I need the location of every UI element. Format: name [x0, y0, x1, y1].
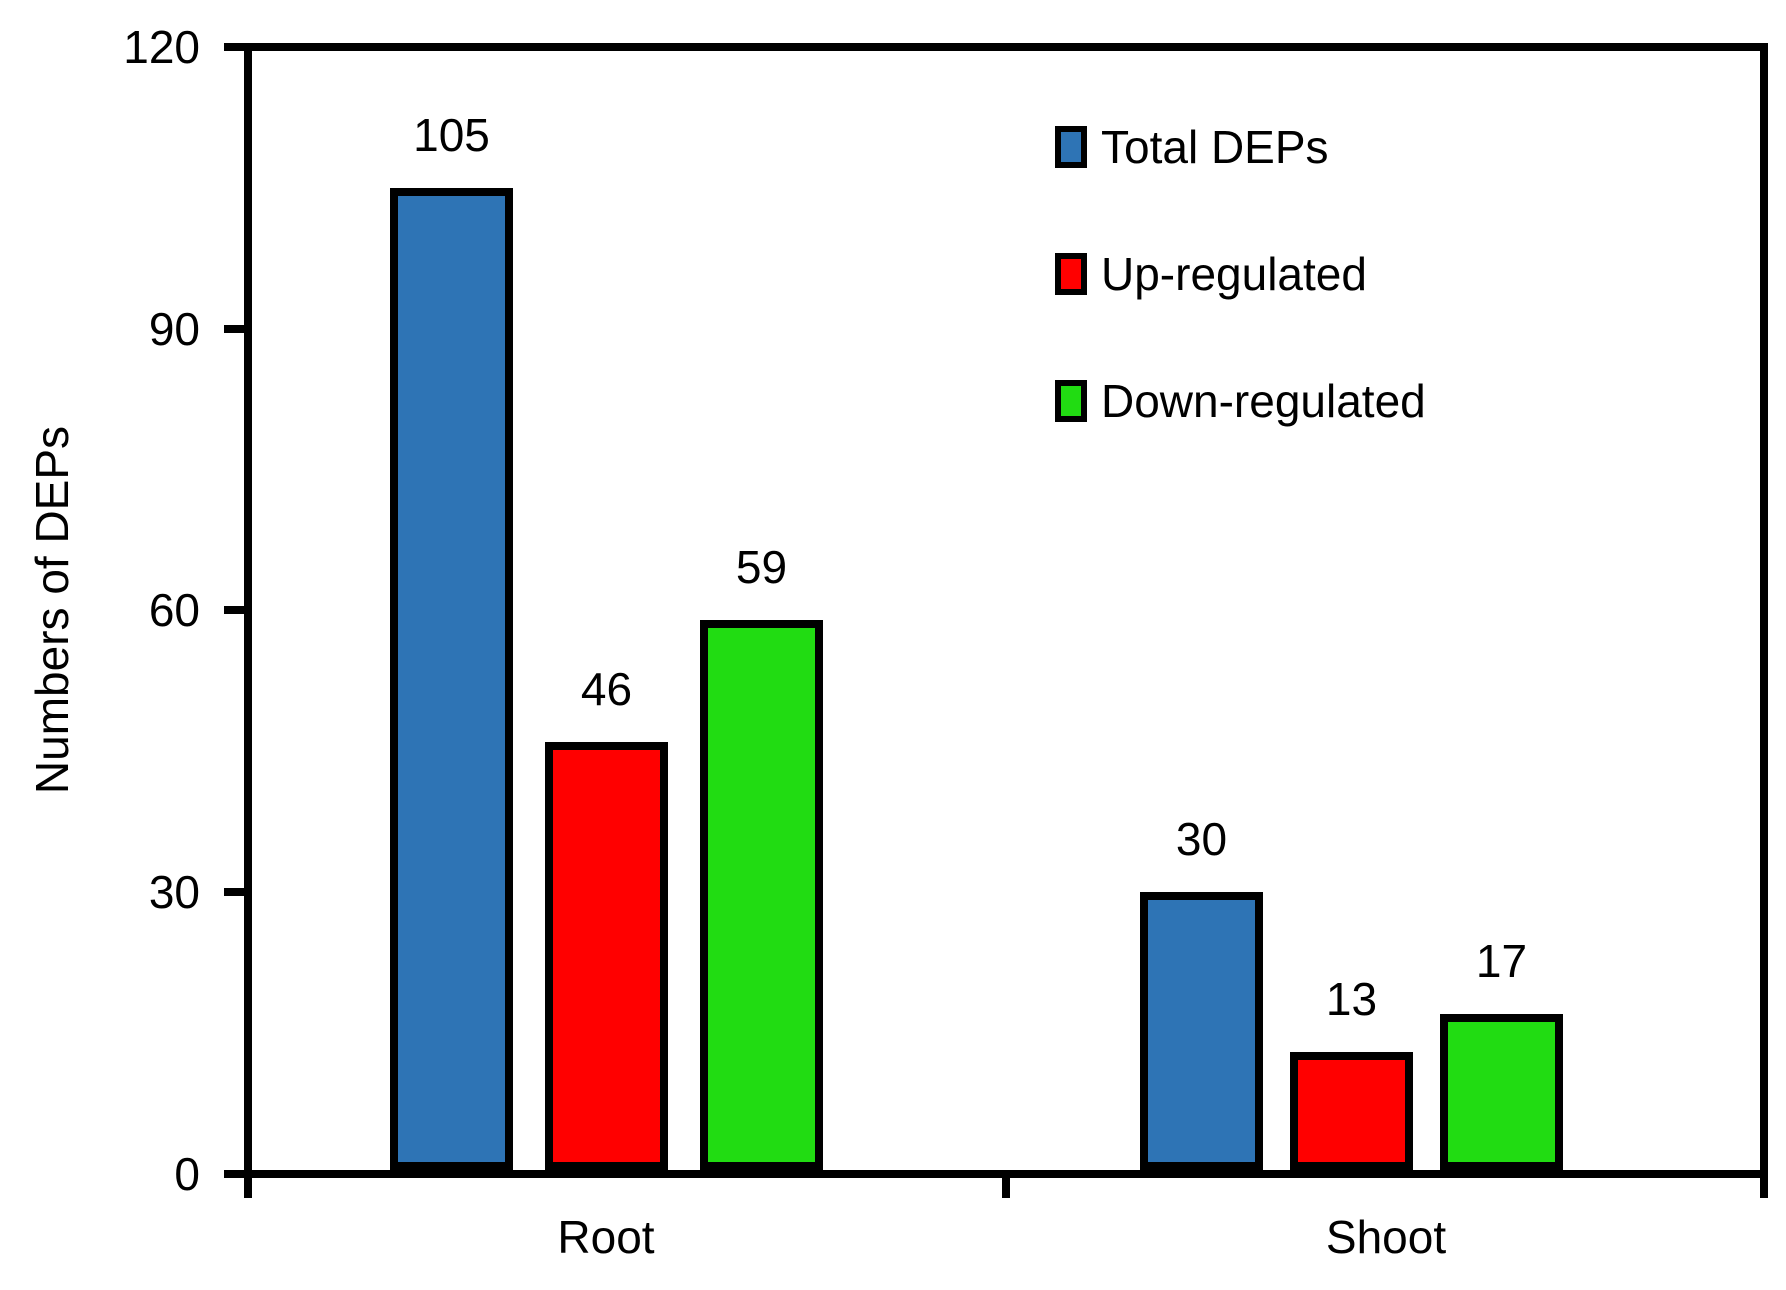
y-tick-30 — [224, 888, 244, 896]
legend-item-down-regulated: Down-regulated — [1055, 375, 1426, 427]
bar-value-label-shoot-total-deps: 30 — [1175, 813, 1228, 865]
category-label-shoot: Shoot — [1325, 1211, 1447, 1263]
bar-shoot-up-regulated — [1290, 1052, 1413, 1170]
bar-value-label-root-up-regulated: 46 — [580, 663, 633, 715]
bar-value-label-root-down-regulated: 59 — [735, 541, 788, 593]
bar-root-total-deps — [390, 188, 513, 1170]
y-tick-60 — [224, 606, 244, 614]
x-tick-0 — [244, 1178, 252, 1198]
y-tick-label-30: 30 — [148, 866, 200, 918]
legend-label-down-regulated: Down-regulated — [1101, 375, 1426, 427]
bar-root-up-regulated — [545, 742, 668, 1170]
bar-root-down-regulated — [700, 620, 823, 1170]
y-tick-label-60: 60 — [148, 584, 200, 636]
y-tick-label-90: 90 — [148, 303, 200, 355]
legend-swatch-total-deps-icon — [1055, 126, 1087, 168]
legend-item-up-regulated: Up-regulated — [1055, 248, 1426, 300]
legend-label-up-regulated: Up-regulated — [1101, 248, 1367, 300]
bar-value-label-root-total-deps: 105 — [413, 109, 490, 161]
bar-shoot-total-deps — [1140, 892, 1263, 1170]
bar-shoot-down-regulated — [1440, 1014, 1563, 1170]
bar-value-label-shoot-down-regulated: 17 — [1475, 935, 1528, 987]
y-tick-120 — [224, 43, 244, 51]
y-tick-label-120: 120 — [123, 21, 200, 73]
x-tick-2 — [1760, 1178, 1768, 1198]
legend-swatch-up-regulated-icon — [1055, 253, 1087, 295]
legend-label-total-deps: Total DEPs — [1101, 121, 1329, 173]
x-tick-1 — [1002, 1178, 1010, 1198]
y-tick-label-0: 0 — [174, 1148, 200, 1200]
legend-item-total-deps: Total DEPs — [1055, 121, 1426, 173]
y-tick-0 — [224, 1170, 244, 1178]
bar-value-label-shoot-up-regulated: 13 — [1325, 973, 1378, 1025]
legend-swatch-down-regulated-icon — [1055, 380, 1087, 422]
category-label-root: Root — [557, 1211, 655, 1263]
legend: Total DEPs Up-regulated Down-regulated — [1055, 121, 1426, 506]
y-tick-90 — [224, 325, 244, 333]
